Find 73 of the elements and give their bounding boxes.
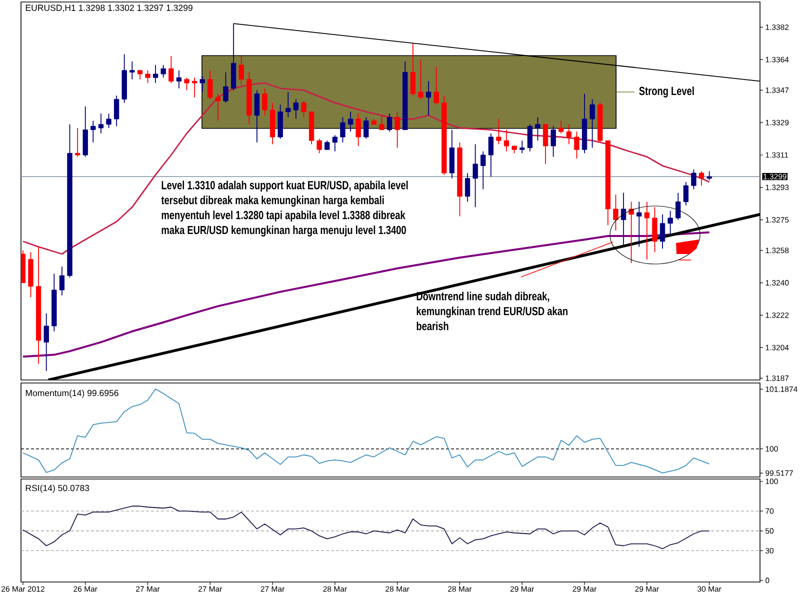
candlestick [434, 66, 439, 106]
candlestick [535, 116, 540, 142]
candlestick [215, 93, 221, 122]
candlestick [566, 124, 572, 145]
candlestick [98, 113, 104, 134]
candlestick [668, 210, 673, 235]
candlestick [356, 113, 361, 146]
candlestick [254, 90, 260, 143]
candlestick [394, 111, 400, 148]
candlestick [379, 114, 384, 130]
candlestick [44, 312, 49, 372]
candlestick [223, 72, 228, 104]
candlestick [106, 113, 112, 128]
candlestick [200, 75, 205, 92]
candlestick [620, 192, 626, 246]
candlestick [145, 70, 150, 84]
candlestick [472, 144, 478, 208]
candlestick [660, 214, 666, 250]
candlestick [464, 172, 470, 202]
candlestick [480, 150, 486, 190]
candlestick [340, 116, 346, 143]
candlestick [238, 56, 244, 86]
candlestick [496, 118, 502, 145]
annotation: Downtrend line sudah dibreak, kemungkinan trend EUR/USD akan bearish [416, 292, 568, 330]
candlestick [168, 56, 174, 84]
candlestick [520, 140, 525, 154]
candlestick [192, 77, 198, 98]
candlestick [542, 124, 548, 164]
candlestick [184, 77, 190, 91]
candlestick [426, 80, 432, 116]
candlestick [332, 134, 338, 152]
candlestick [644, 201, 650, 260]
candlestick [364, 116, 369, 140]
candlestick [262, 88, 268, 116]
candlestick [628, 201, 634, 264]
candlestick [301, 100, 306, 118]
text: RSI(14) 50.0783 [26, 484, 90, 493]
candlestick [574, 131, 580, 160]
candlestick [683, 182, 688, 206]
candlestick [293, 98, 299, 120]
candlestick [676, 192, 681, 220]
candlestick [208, 70, 213, 100]
candlestick [386, 113, 392, 132]
chart-title: EURUSD,H1 1.3298 1.3302 1.3297 1.3299 [26, 4, 192, 12]
candlestick [550, 126, 556, 158]
candlestick [286, 92, 291, 118]
line-series [22, 388, 710, 474]
candlestick [698, 170, 704, 186]
candlestick [504, 129, 510, 152]
candlestick [176, 70, 182, 89]
candlestick [558, 120, 564, 134]
annotation: Level 1.3310 adalah support kuat EUR/USD, apabila level tersebut dibreak maka kemungkinan harga kembali menyentuh level 1.3280 tapi apabila level 1.3388 dibreak maka EUR/USD kemungkinan harga menuju level 1.3400 [161, 180, 408, 237]
line-series [22, 82, 710, 255]
candlestick [90, 120, 96, 143]
candlestick [527, 124, 533, 152]
text: Momentum(14) 99.6956 [26, 390, 118, 398]
candlestick [59, 266, 65, 296]
candlestick [74, 128, 80, 158]
candlestick [316, 138, 322, 154]
candlestick [348, 111, 354, 132]
candlestick [160, 64, 166, 78]
candlestick [130, 60, 135, 80]
candlestick [590, 98, 595, 148]
candlestick [152, 64, 158, 84]
candlestick [488, 132, 494, 178]
legend-label: Strong Level [639, 86, 694, 98]
candlestick [652, 206, 658, 253]
candlestick [636, 201, 642, 248]
candlestick [691, 168, 696, 190]
candlestick [418, 59, 424, 100]
candlestick [114, 95, 120, 127]
candlestick [410, 42, 416, 96]
candlestick [613, 194, 618, 232]
